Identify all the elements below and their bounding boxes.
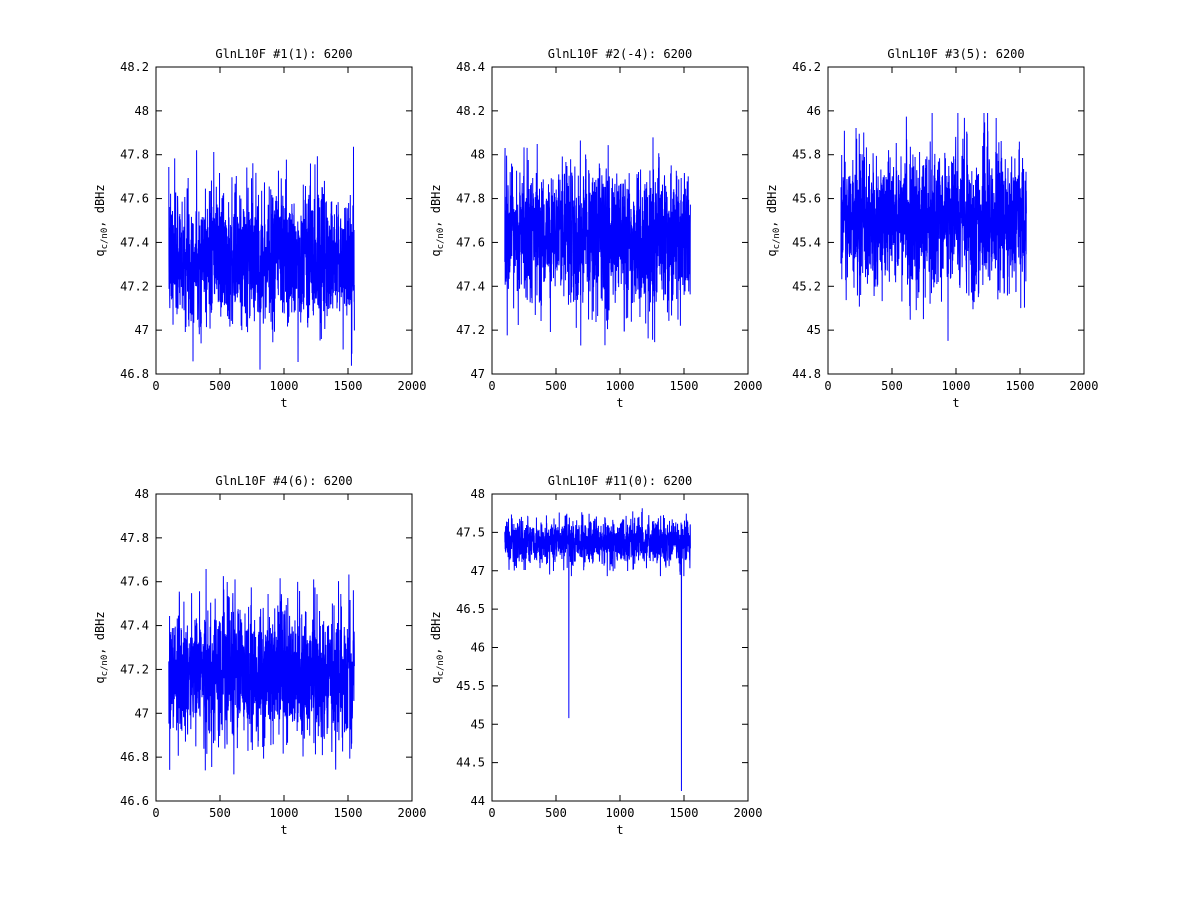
subplot-title: GlnL10F #4(6): 6200 <box>215 474 352 488</box>
x-tick-label: 0 <box>152 379 159 393</box>
y-tick-label: 44 <box>471 794 485 808</box>
y-tick-label: 47.4 <box>120 235 149 249</box>
y-tick-label: 48 <box>135 487 149 501</box>
y-tick-label: 47 <box>471 564 485 578</box>
x-tick-label: 500 <box>545 806 567 820</box>
x-tick-label: 0 <box>488 806 495 820</box>
subplot-title: GlnL10F #11(0): 6200 <box>548 474 693 488</box>
x-axis-label: t <box>280 396 287 410</box>
x-axis-label: t <box>952 396 959 410</box>
noise-series-line <box>840 113 1027 341</box>
y-tick-label: 48 <box>135 104 149 118</box>
y-tick-label: 47.8 <box>120 148 149 162</box>
y-tick-label: 46.8 <box>120 750 149 764</box>
x-tick-label: 0 <box>488 379 495 393</box>
y-tick-label: 47.2 <box>456 323 485 337</box>
y-tick-label: 47.8 <box>456 192 485 206</box>
y-tick-label: 44.8 <box>792 367 821 381</box>
x-axis-label: t <box>616 823 623 837</box>
y-tick-label: 45 <box>807 323 821 337</box>
y-tick-label: 47.4 <box>456 279 485 293</box>
y-tick-label: 47.4 <box>120 619 149 633</box>
noise-series-line <box>504 137 691 346</box>
y-tick-label: 46.6 <box>120 794 149 808</box>
y-tick-label: 47.6 <box>456 235 485 249</box>
noise-series-line <box>168 146 355 370</box>
y-axis-label: qc/n0, dBHz <box>765 184 782 256</box>
y-tick-label: 47.8 <box>120 531 149 545</box>
x-tick-label: 1000 <box>270 379 299 393</box>
y-tick-label: 47.6 <box>120 575 149 589</box>
x-axis-label: t <box>280 823 287 837</box>
x-tick-label: 1000 <box>270 806 299 820</box>
x-tick-label: 2000 <box>398 379 427 393</box>
y-tick-label: 46 <box>807 104 821 118</box>
y-tick-label: 47 <box>471 367 485 381</box>
y-tick-label: 45.4 <box>792 235 821 249</box>
x-tick-label: 1000 <box>942 379 971 393</box>
y-axis-label: qc/n0, dBHz <box>429 184 446 256</box>
y-tick-label: 44.5 <box>456 756 485 770</box>
x-tick-label: 1500 <box>1006 379 1035 393</box>
x-tick-label: 500 <box>209 806 231 820</box>
y-tick-label: 48.2 <box>456 104 485 118</box>
subplot-3: 0 500 1000 1500 2000 44.8 45 45.2 45.4 45.6 45.8 46… <box>765 47 1098 410</box>
x-tick-label: 1000 <box>606 379 635 393</box>
y-tick-label: 47.2 <box>120 662 149 676</box>
subplot-2: 0 500 1000 1500 2000 47 47.2 47.4 47.6 47.8 48 48.2… <box>429 47 762 410</box>
y-axis-label: qc/n0, dBHz <box>93 184 110 256</box>
x-tick-label: 1500 <box>670 806 699 820</box>
subplot-title: GlnL10F #1(1): 6200 <box>215 47 352 61</box>
y-tick-label: 45.8 <box>792 148 821 162</box>
y-axis-label: qc/n0, dBHz <box>429 611 446 683</box>
y-tick-label: 47 <box>135 323 149 337</box>
subplot-1: 0 500 1000 1500 2000 46.8 47 47.2 47.4 47.6 47.8 48… <box>93 47 426 410</box>
y-tick-label: 47.6 <box>120 192 149 206</box>
x-tick-label: 2000 <box>734 379 763 393</box>
noise-series-line <box>504 508 691 792</box>
subplot-5: 0 500 1000 1500 2000 44 44.5 45 45.5 46 46.5 47 47.5… <box>429 474 762 837</box>
y-tick-label: 47.2 <box>120 279 149 293</box>
y-tick-label: 46 <box>471 641 485 655</box>
x-axis-label: t <box>616 396 623 410</box>
x-tick-label: 500 <box>881 379 903 393</box>
y-tick-label: 47.5 <box>456 525 485 539</box>
x-tick-label: 0 <box>824 379 831 393</box>
y-tick-label: 45 <box>471 717 485 731</box>
x-tick-label: 500 <box>209 379 231 393</box>
x-tick-label: 1500 <box>670 379 699 393</box>
y-tick-label: 46.8 <box>120 367 149 381</box>
subplot-title: GlnL10F #3(5): 6200 <box>887 47 1024 61</box>
y-tick-label: 47 <box>135 706 149 720</box>
x-tick-label: 1000 <box>606 806 635 820</box>
x-tick-label: 0 <box>152 806 159 820</box>
y-axis-label: qc/n0, dBHz <box>93 611 110 683</box>
y-tick-label: 48.4 <box>456 60 485 74</box>
x-tick-label: 2000 <box>398 806 427 820</box>
y-tick-label: 45.5 <box>456 679 485 693</box>
x-tick-label: 500 <box>545 379 567 393</box>
subplot-4: 0 500 1000 1500 2000 46.6 46.8 47 47.2 47.4 47.6 47… <box>93 474 426 837</box>
y-tick-label: 46.5 <box>456 602 485 616</box>
x-tick-label: 2000 <box>734 806 763 820</box>
y-tick-label: 48.2 <box>120 60 149 74</box>
noise-series-line <box>168 569 355 775</box>
y-tick-label: 45.6 <box>792 192 821 206</box>
y-tick-label: 45.2 <box>792 279 821 293</box>
y-tick-label: 46.2 <box>792 60 821 74</box>
x-tick-label: 1500 <box>334 806 363 820</box>
x-tick-label: 2000 <box>1070 379 1099 393</box>
y-tick-label: 48 <box>471 487 485 501</box>
subplot-title: GlnL10F #2(-4): 6200 <box>548 47 693 61</box>
x-tick-label: 1500 <box>334 379 363 393</box>
y-tick-label: 48 <box>471 148 485 162</box>
